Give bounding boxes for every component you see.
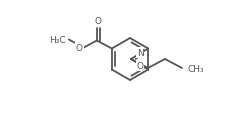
Text: CH₃: CH₃ [188,64,205,73]
Text: H₃C: H₃C [49,36,66,45]
Text: O: O [95,16,102,25]
Text: N: N [137,49,143,58]
Text: O: O [76,44,83,53]
Text: O: O [137,61,144,70]
